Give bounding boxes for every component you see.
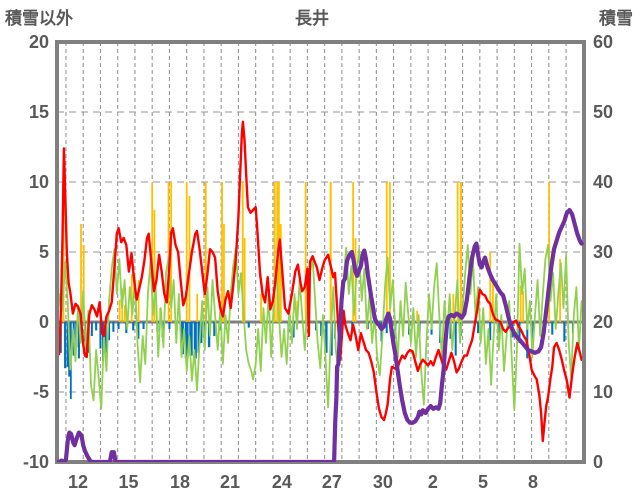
green_line — [57, 242, 583, 412]
right-axis-tick-label: 40 — [593, 172, 613, 192]
left-axis-tick-label: 20 — [29, 32, 49, 52]
right-axis-title: 積雪 — [599, 9, 633, 28]
right-axis-tick-label: 60 — [593, 32, 613, 52]
right-axis-tick-label: 30 — [593, 242, 613, 262]
left-axis-tick-label: 10 — [29, 172, 49, 192]
x-axis-tick-label: 12 — [68, 472, 88, 492]
left-axis-tick-label: -10 — [23, 452, 49, 472]
purple_line_積雪_cm — [57, 207, 584, 462]
left-axis-tick-label: 15 — [29, 102, 49, 122]
right-axis-tick-label: 10 — [593, 382, 613, 402]
left-axis-tick-label: 5 — [39, 242, 49, 262]
right-axis-tick-label: 20 — [593, 312, 613, 332]
chart-title: 長井 — [295, 9, 329, 28]
x-axis-tick-label: 30 — [373, 472, 393, 492]
x-axis-tick-label: 24 — [272, 472, 292, 492]
x-axis-tick-label: 21 — [220, 472, 240, 492]
x-axis-tick-label: 15 — [119, 472, 139, 492]
left-axis-tick-label: 0 — [39, 312, 49, 332]
right-axis-tick-label: 0 — [593, 452, 603, 472]
right-axis-tick-label: 50 — [593, 102, 613, 122]
x-axis-tick-label: 5 — [478, 472, 488, 492]
x-axis-tick-label: 27 — [322, 472, 342, 492]
x-axis-tick-label: 18 — [170, 472, 190, 492]
red_line — [57, 120, 583, 443]
left-axis-tick-label: -5 — [33, 382, 49, 402]
x-axis-tick-label: 2 — [428, 472, 438, 492]
x-axis-tick-label: 8 — [528, 472, 538, 492]
left-axis-title: 積雪以外 — [5, 9, 73, 28]
